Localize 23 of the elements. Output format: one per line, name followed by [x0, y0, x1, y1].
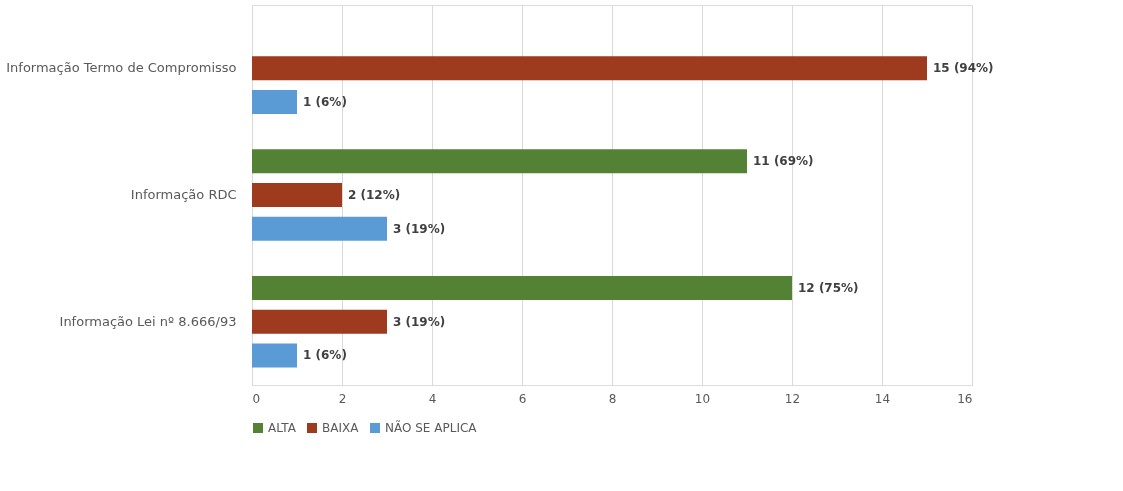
data-label: 1 (6%): [303, 95, 347, 110]
x-tick-label: 10: [694, 391, 711, 406]
legend-label: ALTA: [268, 421, 297, 435]
y-tick-label: Informação Lei nº 8.666/93: [59, 313, 237, 329]
x-tick-label: 4: [428, 391, 437, 406]
data-label: 3 (19%): [393, 314, 446, 329]
x-tick-label: 16: [957, 391, 973, 406]
data-label: 11 (69%): [753, 154, 814, 169]
x-tick-label: 8: [608, 391, 617, 406]
x-tick-label: 0: [252, 391, 261, 406]
x-tick-label: 14: [874, 391, 891, 406]
data-label: 3 (19%): [393, 221, 446, 236]
x-tick-label: 2: [338, 391, 347, 406]
y-tick-label: Informação Termo de Compromisso: [6, 60, 237, 76]
x-tick-label: 6: [518, 391, 527, 406]
legend-label: BAIXA: [322, 421, 360, 435]
data-label: 1 (6%): [303, 348, 347, 363]
data-label: 12 (75%): [798, 280, 859, 295]
legend-label: NÃO SE APLICA: [385, 420, 478, 435]
data-label: 15 (94%): [933, 61, 994, 76]
x-tick-label: 12: [784, 391, 801, 406]
data-label: 2 (12%): [348, 188, 401, 202]
y-tick-label: Informação RDC: [130, 187, 237, 202]
